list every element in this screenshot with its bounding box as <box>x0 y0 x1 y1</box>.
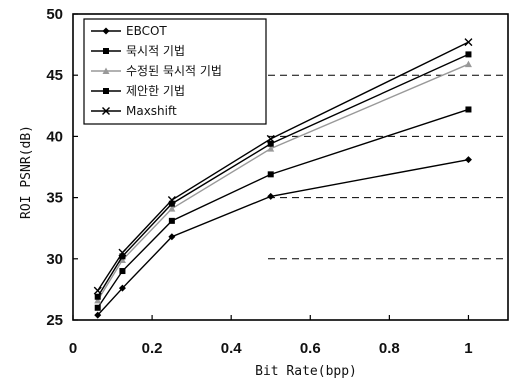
data-point-stroke <box>266 134 275 143</box>
data-point-stroke <box>102 107 110 115</box>
data-point <box>464 60 472 68</box>
legend-item: 수정된 묵시적 기법 <box>91 64 222 78</box>
data-point-stroke <box>93 286 102 295</box>
y-tick-label: 25 <box>46 312 63 329</box>
series-lines <box>93 38 473 319</box>
data-point <box>119 253 126 260</box>
data-point <box>94 304 101 311</box>
data-point <box>102 107 110 115</box>
data-point <box>103 88 109 94</box>
data-point-stroke <box>118 248 127 257</box>
data-point <box>267 171 274 178</box>
data-point <box>464 38 473 47</box>
data-point <box>94 296 102 304</box>
data-point <box>118 248 127 257</box>
x-tick-label: 0.6 <box>300 340 321 357</box>
data-point <box>102 27 110 35</box>
data-point <box>93 286 102 295</box>
y-tick-label: 30 <box>46 251 63 268</box>
series-line <box>97 108 469 309</box>
y-tick-label: 50 <box>46 6 63 23</box>
x-tick-label: 0.2 <box>142 340 163 357</box>
data-point <box>266 134 275 143</box>
data-point <box>465 106 472 113</box>
legend-label: Maxshift <box>126 104 177 118</box>
data-point <box>103 48 109 54</box>
series-3 <box>94 60 472 304</box>
data-point <box>167 196 176 205</box>
data-point <box>118 256 126 264</box>
legend-item: 제안한 기법 <box>91 84 185 98</box>
series-5 <box>93 38 473 295</box>
legend-label: EBCOT <box>126 24 167 38</box>
series-1 <box>94 156 472 319</box>
data-point <box>118 284 126 292</box>
legend-label: 제안한 기법 <box>126 84 185 98</box>
data-point <box>168 205 176 212</box>
x-tick-label: 0 <box>69 340 77 357</box>
y-tick-label: 45 <box>46 67 63 84</box>
x-tick-label: 1 <box>464 340 472 357</box>
data-point <box>119 268 126 275</box>
legend-label: 수정된 묵시적 기법 <box>126 64 222 78</box>
data-point <box>94 311 102 319</box>
legend-label: 묵시적 기법 <box>126 44 185 58</box>
data-point <box>267 192 275 200</box>
x-tick-label: 0.4 <box>221 340 243 357</box>
data-point <box>102 67 110 74</box>
data-point <box>267 145 275 152</box>
series-4 <box>94 51 472 300</box>
series-line <box>97 158 469 316</box>
data-point-stroke <box>167 196 176 205</box>
axis-ticks: 25 30 35 40 45 50 0 0.2 0.4 0.6 0.8 1 <box>46 6 472 357</box>
data-point <box>465 51 472 58</box>
y-tick-label: 35 <box>46 190 63 207</box>
legend-item: Maxshift <box>91 104 177 118</box>
data-point-stroke <box>464 38 473 47</box>
data-point <box>168 217 175 224</box>
y-tick-label: 40 <box>46 128 63 145</box>
x-axis-title: Bit Rate(bpp) <box>255 364 357 379</box>
data-point <box>94 293 101 300</box>
series-2 <box>94 106 472 311</box>
data-point <box>267 140 274 147</box>
legend-item: EBCOT <box>91 24 167 38</box>
data-point <box>168 233 176 241</box>
data-point <box>464 156 472 164</box>
x-tick-label: 0.8 <box>379 340 400 357</box>
data-point <box>168 200 175 207</box>
plot-area-frame <box>72 13 509 321</box>
y-axis-title: ROI PSNR(dB) <box>19 125 34 219</box>
gridlines <box>268 74 508 260</box>
legend-item: 묵시적 기법 <box>91 44 185 58</box>
